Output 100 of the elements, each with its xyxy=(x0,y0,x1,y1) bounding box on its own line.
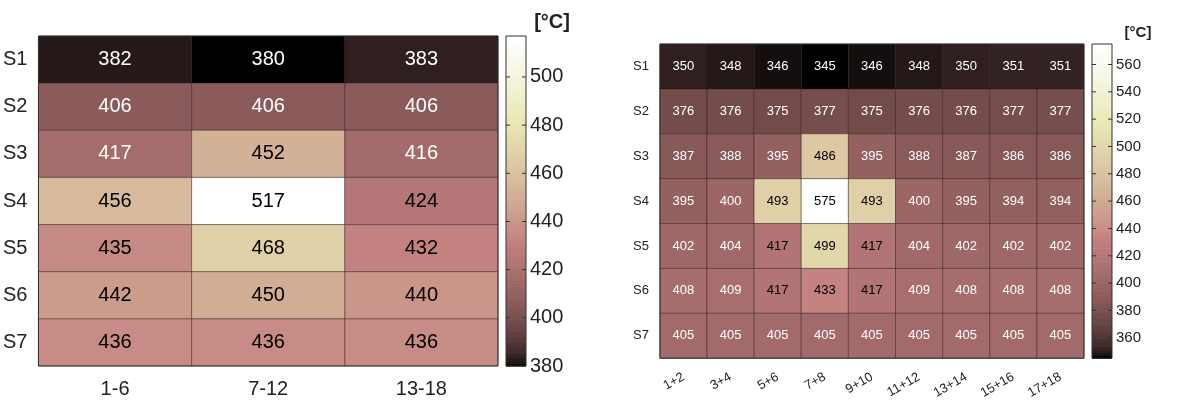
data-label: 408 xyxy=(672,282,695,298)
data-label: 402 xyxy=(1049,237,1072,253)
data-label: 405 xyxy=(908,327,930,343)
data-label: 405 xyxy=(813,327,836,343)
data-label: 417 xyxy=(766,282,789,298)
data-label: 380 xyxy=(251,47,285,70)
data-label: 404 xyxy=(908,237,930,253)
data-label: 402 xyxy=(1002,237,1025,253)
data-label: 406 xyxy=(98,94,132,117)
data-label: 394 xyxy=(1002,192,1025,208)
data-label: 377 xyxy=(1002,102,1025,118)
x-tick-label: 9+10 xyxy=(842,368,876,397)
y-tick-label: S6 xyxy=(2,282,28,305)
data-label: 402 xyxy=(955,237,978,253)
y-tick-label: S2 xyxy=(2,94,28,117)
x-tick-label: 1-6 xyxy=(100,376,130,399)
data-label: 350 xyxy=(672,58,695,74)
data-label: 376 xyxy=(672,102,695,118)
color-bar-label: 440 xyxy=(1116,218,1142,236)
y-tick-label: S1 xyxy=(2,47,28,70)
data-label: 400 xyxy=(719,192,742,208)
data-label: 350 xyxy=(955,58,978,74)
x-tick-label: 3+4 xyxy=(707,368,734,393)
data-label: 409 xyxy=(719,282,742,298)
y-tick-label: S3 xyxy=(632,147,649,163)
data-label: 406 xyxy=(404,94,439,117)
data-label: 442 xyxy=(98,282,132,305)
data-label: 405 xyxy=(861,327,883,343)
color-bar-label: 500 xyxy=(530,64,564,87)
y-tick-label: S7 xyxy=(632,327,649,343)
color-bar-label: 500 xyxy=(1116,136,1142,154)
data-label: 386 xyxy=(1002,147,1025,163)
data-label: 456 xyxy=(98,188,132,211)
data-label: 417 xyxy=(98,141,132,164)
color-bar-label: 560 xyxy=(1116,54,1142,72)
data-label: 386 xyxy=(1049,147,1072,163)
data-label: 486 xyxy=(813,147,836,163)
color-bar-label: 460 xyxy=(1116,191,1142,209)
data-label: 493 xyxy=(766,192,789,208)
color-bar-label: 420 xyxy=(530,257,564,280)
data-label: 400 xyxy=(908,192,930,208)
data-label: 417 xyxy=(766,237,789,253)
color-bar-label: 420 xyxy=(1116,245,1142,263)
y-tick-label: S4 xyxy=(632,192,649,208)
color-bar-label: 540 xyxy=(1116,81,1142,99)
data-label: 517 xyxy=(251,188,285,211)
data-label: 375 xyxy=(861,102,883,118)
data-label: 405 xyxy=(672,327,695,343)
x-tick-label: 7+8 xyxy=(801,368,829,393)
data-label: 404 xyxy=(719,237,742,253)
color-bar-label: 380 xyxy=(530,353,564,376)
data-label: 433 xyxy=(813,282,836,298)
data-label: 348 xyxy=(719,58,742,74)
data-label: 395 xyxy=(861,147,883,163)
y-tick-label: S2 xyxy=(632,102,649,118)
data-label: 346 xyxy=(766,58,789,74)
data-label: 405 xyxy=(1002,327,1025,343)
data-label: 388 xyxy=(908,147,930,163)
data-label: 406 xyxy=(251,94,285,117)
y-tick-label: S6 xyxy=(632,282,649,298)
data-label: 436 xyxy=(98,329,132,352)
data-label: 424 xyxy=(404,188,439,211)
data-label: 408 xyxy=(1049,282,1072,298)
color-bar-label: 400 xyxy=(530,305,564,328)
data-label: 450 xyxy=(251,282,285,305)
data-label: 345 xyxy=(813,58,836,74)
data-label: 395 xyxy=(766,147,789,163)
data-label: 417 xyxy=(861,237,883,253)
color-bar-label: 400 xyxy=(1116,273,1142,291)
data-label: 402 xyxy=(672,237,695,253)
data-label: 408 xyxy=(955,282,978,298)
data-label: 432 xyxy=(404,235,439,258)
color-bar-label: 480 xyxy=(1116,163,1142,181)
y-tick-label: S4 xyxy=(2,188,28,211)
data-label: 351 xyxy=(1049,58,1072,74)
data-label: 377 xyxy=(813,102,836,118)
color-bar-title: [°C] xyxy=(1124,22,1152,40)
data-label: 346 xyxy=(861,58,883,74)
data-label: 351 xyxy=(1002,58,1025,74)
y-tick-label: S5 xyxy=(632,237,649,253)
data-label: 417 xyxy=(861,282,883,298)
color-bar-label: 480 xyxy=(530,112,564,135)
data-label: 348 xyxy=(908,58,930,74)
data-label: 408 xyxy=(1002,282,1025,298)
color-bar-label: 380 xyxy=(1116,300,1142,318)
data-label: 395 xyxy=(672,192,695,208)
data-label: 440 xyxy=(404,282,439,305)
y-tick-label: S3 xyxy=(2,141,28,164)
data-label: 468 xyxy=(251,235,285,258)
data-label: 452 xyxy=(251,141,285,164)
data-label: 377 xyxy=(1049,102,1072,118)
data-label: 395 xyxy=(955,192,978,208)
x-tick-label: 1+2 xyxy=(660,368,687,393)
data-label: 388 xyxy=(719,147,742,163)
data-label: 405 xyxy=(719,327,742,343)
y-tick-label: S5 xyxy=(2,235,28,258)
data-label: 387 xyxy=(955,147,978,163)
data-label: 376 xyxy=(955,102,978,118)
data-label: 405 xyxy=(955,327,978,343)
color-bar-label: 520 xyxy=(1116,109,1142,127)
